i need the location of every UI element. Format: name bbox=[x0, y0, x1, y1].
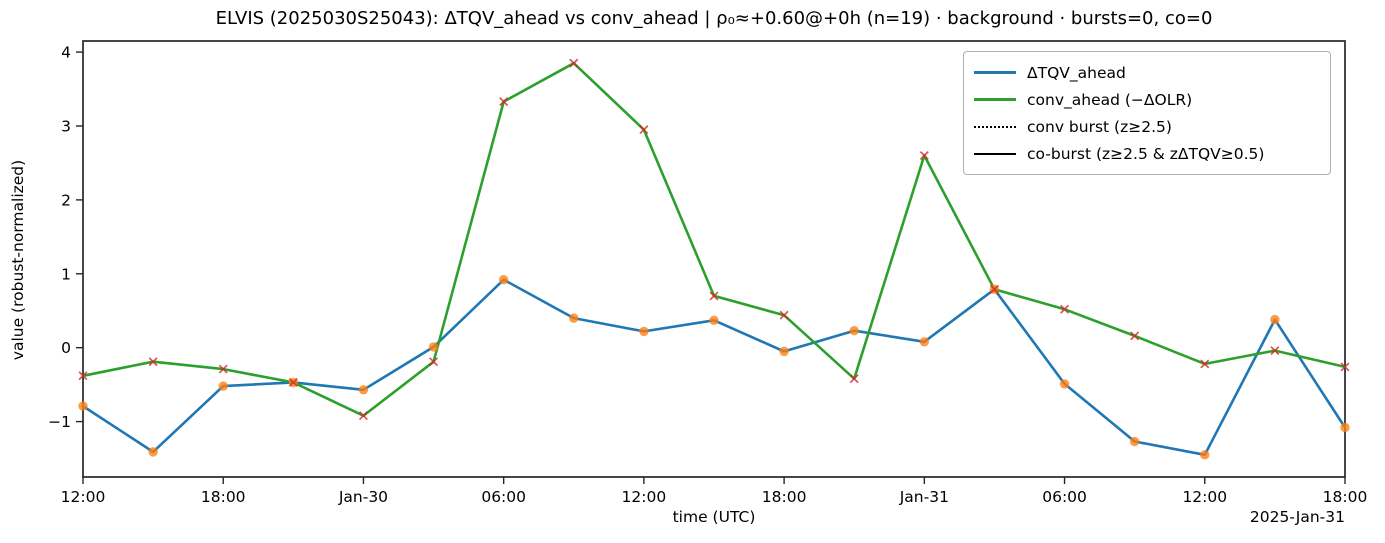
marker-circle bbox=[849, 325, 859, 336]
marker-circle bbox=[1129, 436, 1140, 447]
legend-line-sample-green bbox=[974, 98, 1016, 101]
x-axis-label: time (UTC) bbox=[672, 508, 756, 526]
legend-entry-conv-ahead: conv_ahead (−ΔOLR) bbox=[974, 86, 1320, 113]
marker-x bbox=[499, 97, 509, 107]
marker-x bbox=[429, 357, 439, 367]
legend-label: conv_ahead (−ΔOLR) bbox=[1027, 90, 1193, 109]
x-tick-label: 06:00 bbox=[1042, 488, 1087, 506]
y-axis-label: value (robust-normalized) bbox=[9, 159, 27, 361]
x-tick-label: 18:00 bbox=[1323, 488, 1368, 506]
x-tick-label: 12:00 bbox=[622, 488, 667, 506]
marker-circle bbox=[1059, 379, 1070, 389]
legend-label: co-burst (z≥2.5 & zΔTQV≥0.5) bbox=[1027, 144, 1265, 163]
marker-x bbox=[148, 357, 158, 367]
legend-line-sample-dotted bbox=[974, 125, 1016, 128]
marker-circle bbox=[78, 401, 88, 411]
marker-circle bbox=[779, 346, 789, 357]
legend-entry-conv-burst: conv burst (z≥2.5) bbox=[974, 113, 1320, 140]
marker-circle bbox=[919, 337, 930, 347]
marker-x bbox=[1270, 346, 1280, 356]
y-tick-label: 4 bbox=[61, 44, 71, 62]
x-tick-label: 18:00 bbox=[762, 488, 807, 506]
marker-circle bbox=[1200, 450, 1210, 460]
marker-x bbox=[639, 125, 649, 135]
x-axis-date-annotation: 2025-Jan-31 bbox=[1249, 508, 1345, 526]
marker-x bbox=[1130, 331, 1140, 341]
chart-title: ELVIS (2025030S25043): ΔTQV_ahead vs con… bbox=[215, 8, 1213, 29]
legend: ΔTQV_ahead conv_ahead (−ΔOLR) conv burst… bbox=[963, 51, 1331, 175]
y-tick-label: 0 bbox=[61, 339, 71, 357]
marker-circle bbox=[148, 447, 158, 457]
marker-circle bbox=[639, 326, 649, 337]
legend-line-sample-black bbox=[974, 152, 1016, 155]
marker-circle bbox=[498, 274, 509, 285]
marker-circle bbox=[358, 385, 369, 395]
x-tick-label: 18:00 bbox=[201, 488, 246, 506]
legend-label: conv burst (z≥2.5) bbox=[1027, 117, 1172, 136]
marker-circle bbox=[569, 313, 579, 323]
y-tick-label: 3 bbox=[61, 117, 71, 135]
x-tick-label: Jan-30 bbox=[338, 488, 388, 506]
y-tick-label: 2 bbox=[61, 191, 71, 209]
legend-label: ΔTQV_ahead bbox=[1027, 63, 1126, 82]
marker-circle bbox=[428, 342, 439, 352]
marker-circle bbox=[1270, 314, 1280, 325]
series-line-0 bbox=[81, 278, 1347, 457]
marker-x bbox=[288, 377, 298, 387]
marker-x bbox=[1200, 359, 1210, 369]
legend-line-sample-blue bbox=[974, 71, 1016, 74]
x-tick-label: 12:00 bbox=[1182, 488, 1227, 506]
marker-x bbox=[919, 151, 929, 161]
x-tick-label: Jan-31 bbox=[899, 488, 949, 506]
marker-x bbox=[569, 58, 579, 68]
marker-x bbox=[218, 364, 228, 374]
x-tick-label: 06:00 bbox=[481, 488, 526, 506]
plot-border bbox=[82, 40, 1346, 478]
y-tick-label: −1 bbox=[48, 413, 71, 431]
marker-x bbox=[1060, 304, 1070, 314]
y-tick-label: 1 bbox=[61, 265, 71, 283]
marker-x bbox=[78, 371, 88, 381]
marker-x bbox=[849, 374, 859, 384]
marker-x bbox=[1340, 362, 1350, 372]
legend-entry-tqv-ahead: ΔTQV_ahead bbox=[974, 59, 1320, 86]
marker-circle bbox=[709, 315, 719, 326]
x-tick-label: 12:00 bbox=[61, 488, 106, 506]
marker-x bbox=[358, 411, 368, 421]
marker-circle bbox=[1340, 422, 1350, 433]
marker-x bbox=[779, 310, 789, 320]
marker-x bbox=[989, 284, 999, 294]
legend-entry-co-burst: co-burst (z≥2.5 & zΔTQV≥0.5) bbox=[974, 140, 1320, 167]
marker-x bbox=[709, 291, 719, 301]
marker-circle bbox=[218, 381, 228, 391]
